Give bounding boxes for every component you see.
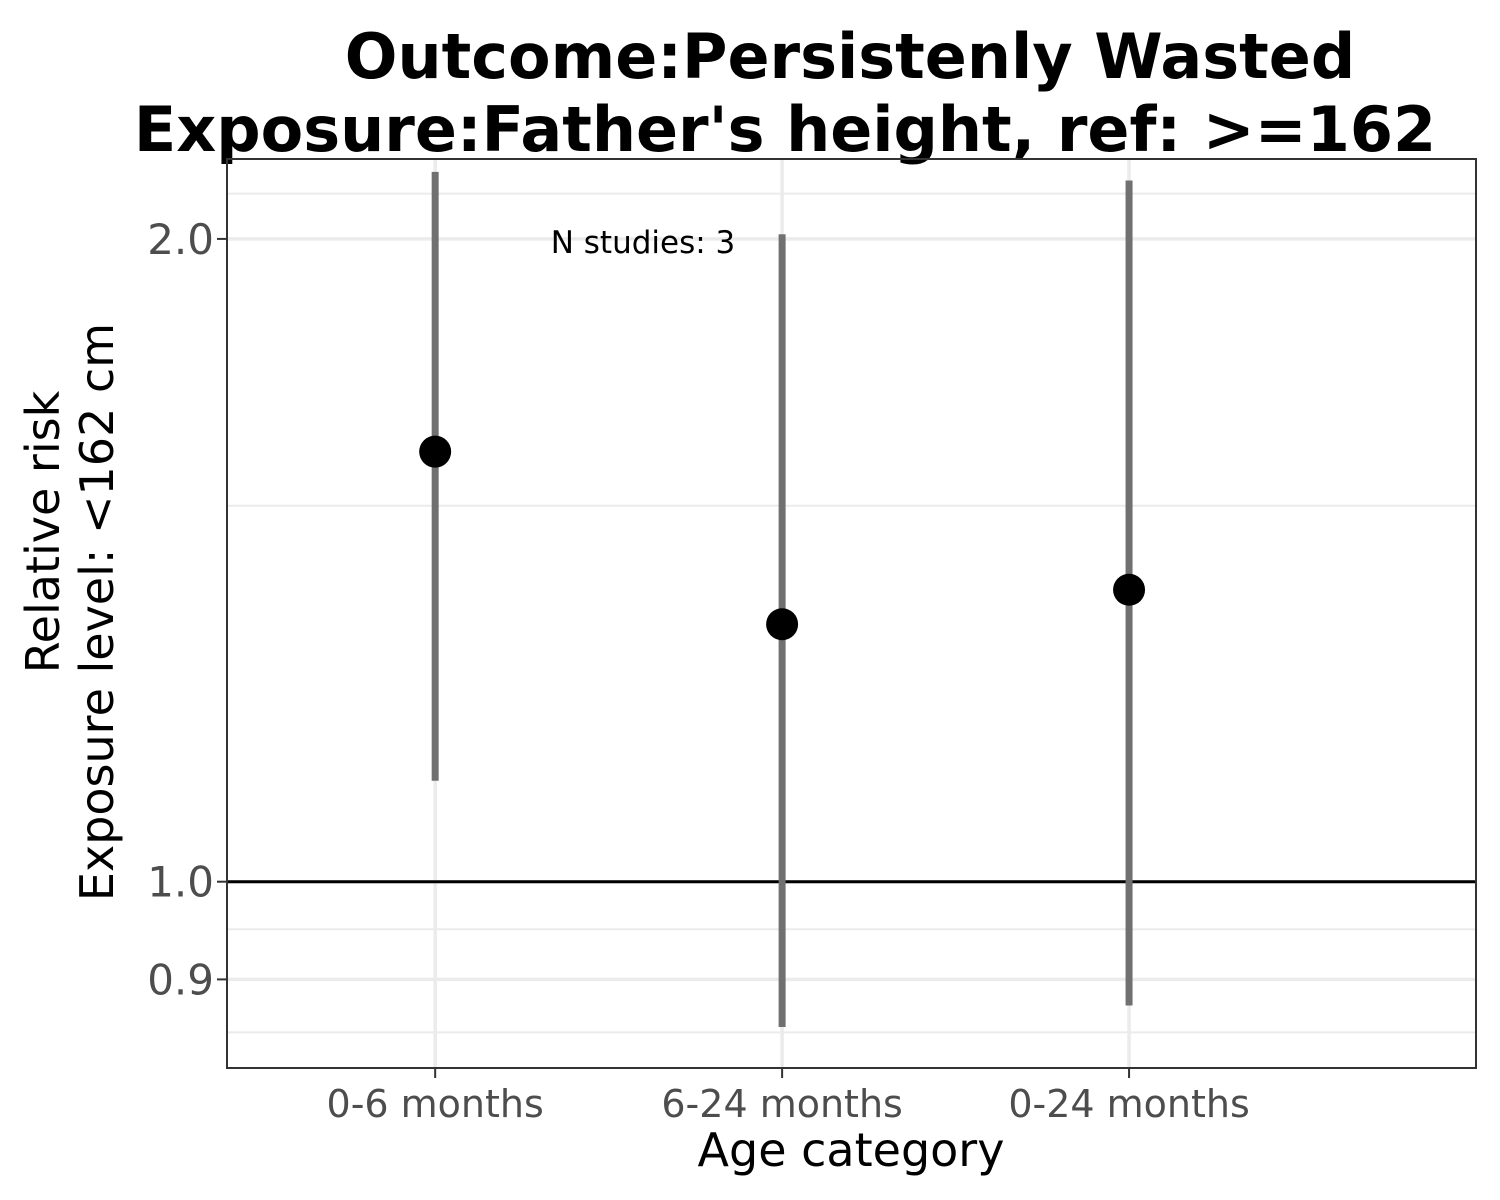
point-estimates [419,435,1146,641]
x-tick-label-1: 6-24 months [661,1082,902,1126]
n-studies-annotation: N studies: 3 [551,225,736,261]
grid-lines [227,159,1476,1068]
point-estimate-0 [419,435,452,468]
x-axis: 0-6 months 6-24 months 0-24 months [327,1068,1250,1126]
x-tick-label-2: 0-24 months [1008,1082,1249,1126]
panel-border [226,158,1477,1069]
point-estimate-1 [766,608,799,641]
y-tick-label-2: 2.0 [147,215,214,264]
point-estimate-2 [1113,573,1146,606]
y-axis-title-line-1: Relative risk [16,390,70,673]
y-axis-title-line-2: Exposure level: <162 cm [70,323,124,901]
x-tick-label-0: 0-6 months [327,1082,544,1126]
y-tick-label-1: 1.0 [147,858,214,907]
chart-title-line-2: Exposure:Father's height, ref: >=162 [134,93,1436,166]
y-axis: 0.9 1.0 2.0 [147,215,227,1004]
confidence-intervals [431,171,1133,1027]
chart-title-line-1: Outcome:Persistenly Wasted [345,20,1355,93]
x-axis-title: Age category [698,1123,1005,1177]
y-tick-label-0: 0.9 [147,955,214,1004]
